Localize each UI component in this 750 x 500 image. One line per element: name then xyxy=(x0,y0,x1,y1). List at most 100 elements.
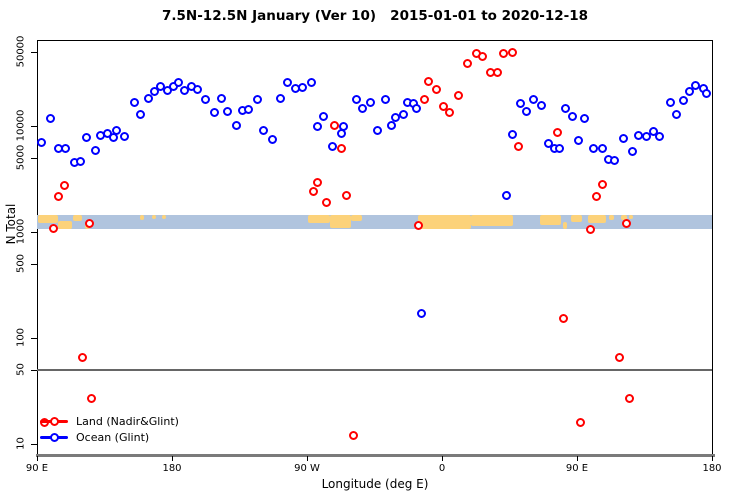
data-point-ocean xyxy=(193,85,203,95)
data-point-ocean xyxy=(589,143,599,153)
data-point-land xyxy=(419,94,429,104)
data-point-ocean xyxy=(173,78,183,88)
land-mask-segment xyxy=(350,214,362,222)
y-tick-label: 500 xyxy=(15,253,27,273)
land-mask-segment xyxy=(620,214,627,220)
data-point-ocean xyxy=(536,101,546,111)
land-mask-segment xyxy=(609,214,614,221)
x-tick-label: 90 E xyxy=(25,463,49,474)
data-point-ocean xyxy=(412,103,422,113)
land-mask-segment xyxy=(329,214,351,229)
data-point-land xyxy=(592,192,602,202)
data-point-land xyxy=(59,181,69,191)
data-point-ocean xyxy=(129,98,139,108)
data-point-ocean xyxy=(135,110,145,120)
y-tick xyxy=(31,126,37,127)
land-mask-segment xyxy=(571,214,582,222)
data-point-land xyxy=(329,121,339,131)
data-point-land xyxy=(499,49,509,59)
data-point-ocean xyxy=(61,143,71,153)
reference-line-50 xyxy=(37,369,712,371)
data-point-ocean xyxy=(81,133,91,143)
data-point-ocean xyxy=(108,133,118,143)
data-point-ocean xyxy=(307,78,317,88)
y-tick-label: 50000 xyxy=(15,35,27,68)
data-point-land xyxy=(558,314,568,324)
land-mask-segment xyxy=(539,214,561,225)
data-point-land xyxy=(621,219,631,229)
data-point-land xyxy=(423,77,433,87)
data-point-land xyxy=(308,187,318,197)
y-tick xyxy=(31,157,37,159)
data-point-ocean xyxy=(365,98,375,108)
y-tick-label: 50 xyxy=(15,363,27,376)
data-point-ocean xyxy=(372,126,382,136)
data-point-ocean xyxy=(543,138,553,148)
x-tick xyxy=(442,456,443,461)
data-point-ocean xyxy=(521,107,531,116)
data-point-ocean xyxy=(574,136,584,146)
data-point-ocean xyxy=(275,93,285,103)
data-point-land xyxy=(413,221,423,231)
data-point-ocean xyxy=(380,94,390,104)
land-mask-segment xyxy=(58,221,72,229)
data-point-ocean xyxy=(243,105,253,115)
data-point-ocean xyxy=(568,111,578,121)
data-point-ocean xyxy=(398,109,408,119)
data-point-ocean xyxy=(648,127,658,137)
data-point-land xyxy=(507,48,517,58)
data-point-ocean xyxy=(112,126,122,136)
data-point-land xyxy=(445,108,455,118)
data-point-ocean xyxy=(283,78,293,88)
data-point-ocean xyxy=(386,121,396,131)
data-point-ocean xyxy=(655,132,665,142)
data-point-land xyxy=(53,192,63,202)
y-tick xyxy=(31,444,37,445)
y-tick-label: 10 xyxy=(15,437,27,450)
data-point-land xyxy=(478,52,488,62)
data-point-land xyxy=(513,142,523,152)
data-point-ocean xyxy=(684,87,694,97)
y-tick xyxy=(31,51,37,53)
y-tick xyxy=(31,263,37,265)
data-point-ocean xyxy=(37,137,47,147)
legend-land-symbol xyxy=(49,416,59,426)
data-point-ocean xyxy=(253,94,263,104)
data-point-ocean xyxy=(232,121,242,131)
data-point-land xyxy=(85,218,95,228)
data-point-land xyxy=(438,102,448,112)
data-point-ocean xyxy=(678,96,688,105)
x-axis-title: Longitude (deg E) xyxy=(321,477,429,491)
data-point-land xyxy=(462,59,472,69)
data-point-ocean xyxy=(701,89,711,99)
x-tick-label: 90 E xyxy=(565,463,589,474)
data-point-land xyxy=(341,191,351,201)
data-point-land xyxy=(431,85,441,95)
x-axis-line xyxy=(36,453,715,457)
data-point-ocean xyxy=(351,94,361,104)
x-tick xyxy=(307,456,308,461)
land-mask-segment xyxy=(418,214,471,229)
data-point-ocean xyxy=(502,191,512,201)
land-mask-segment xyxy=(470,214,513,227)
legend-ocean-symbol xyxy=(49,432,59,442)
data-point-ocean xyxy=(610,155,620,165)
land-mask-segment xyxy=(628,214,633,220)
land-mask-segment xyxy=(139,214,145,220)
data-point-land xyxy=(624,393,634,403)
x-tick xyxy=(577,456,578,461)
data-point-ocean xyxy=(560,103,570,113)
data-point-ocean xyxy=(529,94,539,104)
data-point-ocean xyxy=(628,146,638,156)
data-point-ocean xyxy=(223,107,233,116)
land-mask-segment xyxy=(307,214,330,224)
data-point-ocean xyxy=(200,94,210,104)
data-point-ocean xyxy=(91,145,101,155)
data-point-ocean xyxy=(319,111,329,121)
data-point-ocean xyxy=(580,113,590,123)
data-point-land xyxy=(597,180,607,190)
data-point-land xyxy=(348,431,358,441)
data-point-ocean xyxy=(598,144,608,154)
data-point-land xyxy=(48,224,58,234)
